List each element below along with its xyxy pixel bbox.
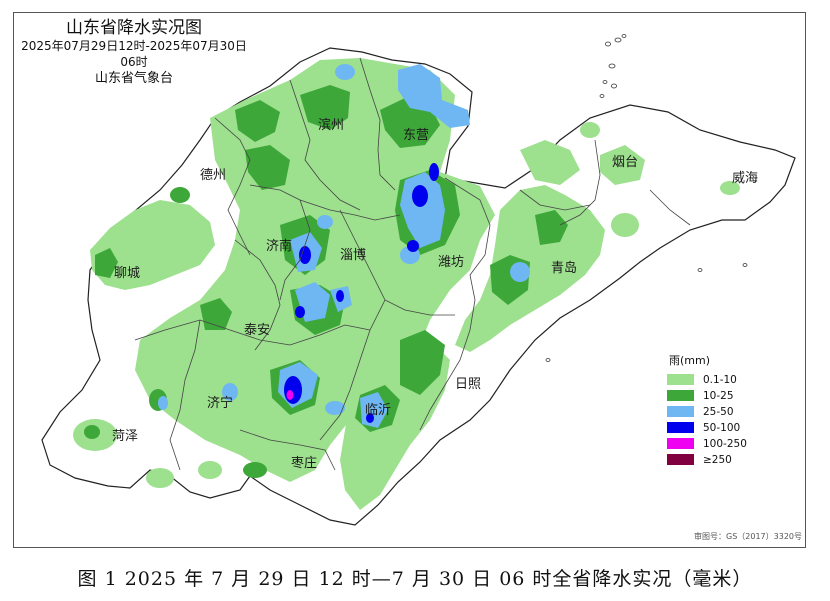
- legend-label: 50-100: [703, 421, 741, 434]
- city-label-zibo: 淄博: [340, 248, 366, 263]
- city-label-weifang: 潍坊: [438, 255, 464, 270]
- city-label-liaocheng: 聊城: [114, 266, 140, 281]
- map-title-block: 山东省降水实况图 2025年07月29日12时-2025年07月30日06时 山…: [14, 18, 254, 87]
- rain-100-250: [286, 390, 294, 400]
- legend-swatch: [667, 390, 694, 401]
- map-title: 山东省降水实况图: [66, 18, 202, 38]
- city-label-jining: 济宁: [207, 395, 233, 411]
- legend-swatch: [667, 374, 694, 385]
- city-label-linyi: 临沂: [365, 403, 391, 418]
- city-labels: 滨州 东营 德州 烟台 威海 济南 淄博 潍坊 青岛 聊城 泰安 日照 济宁 临…: [112, 117, 758, 471]
- city-label-yantai: 烟台: [612, 155, 638, 170]
- precipitation-legend: 雨(mm) 0.1-10 10-25 25-50 50-100 100-250 …: [667, 352, 797, 468]
- legend-label: 100-250: [703, 437, 747, 450]
- legend-label: ≥250: [703, 453, 732, 466]
- legend-item: ≥250: [667, 452, 797, 467]
- city-label-dongying: 东营: [403, 128, 429, 143]
- prefecture-boundaries: [134, 57, 691, 471]
- map-approval-number: 审图号：GS（2017）3320号: [694, 532, 802, 541]
- map-period: 2025年07月29日12时-2025年07月30日06时: [21, 39, 247, 69]
- legend-item: 100-250: [667, 436, 797, 451]
- legend-swatch: [667, 422, 694, 433]
- legend-label: 25-50: [703, 405, 734, 418]
- city-label-jinan: 济南: [266, 238, 292, 254]
- legend-item: 10-25: [667, 388, 797, 403]
- legend-label: 10-25: [703, 389, 734, 402]
- figure-caption: 图 1 2025 年 7 月 29 日 12 时—7 月 30 日 06 时全省…: [77, 568, 753, 590]
- city-label-qingdao: 青岛: [551, 260, 577, 276]
- legend-swatch: [667, 406, 694, 417]
- islands: [545, 34, 748, 362]
- legend-title: 雨(mm): [669, 354, 711, 367]
- city-label-taian: 泰安: [244, 323, 270, 338]
- city-label-dezhou: 德州: [200, 168, 226, 183]
- city-label-rizhao: 日照: [455, 377, 481, 392]
- shandong-precipitation-map: 滨州 东营 德州 烟台 威海 济南 淄博 潍坊 青岛 聊城 泰安 日照 济宁 临…: [41, 34, 796, 526]
- city-label-zaozhuang: 枣庄: [291, 455, 317, 471]
- legend-item: 50-100: [667, 420, 797, 435]
- legend-label: 0.1-10: [703, 373, 737, 386]
- map-source: 山东省气象台: [94, 71, 173, 86]
- legend-swatch: [667, 454, 694, 465]
- legend-swatch: [667, 438, 694, 449]
- legend-item: 0.1-10: [667, 372, 797, 387]
- city-label-weihai: 威海: [732, 171, 758, 186]
- legend-item: 25-50: [667, 404, 797, 419]
- city-label-binzhou: 滨州: [318, 117, 344, 133]
- city-label-heze: 菏泽: [112, 429, 138, 444]
